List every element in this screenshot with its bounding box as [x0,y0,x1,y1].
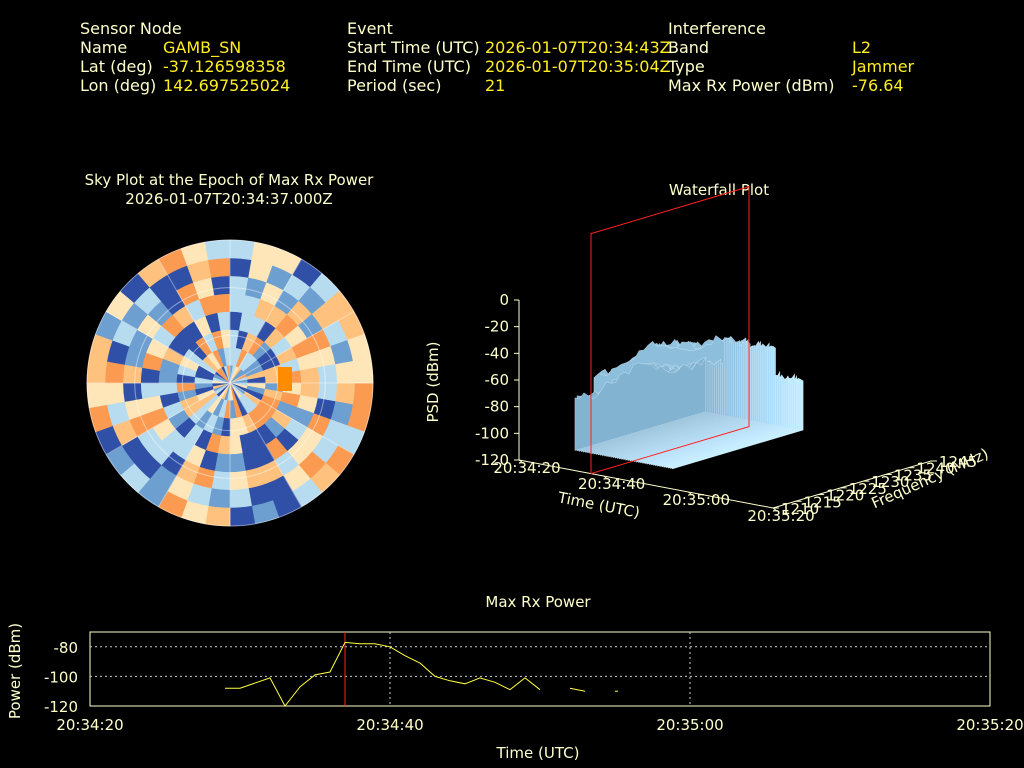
event-start-label: Start Time (UTC) [347,38,480,57]
sensor-node-heading: Sensor Node [80,19,182,38]
waterfall-z-tick-label: -40 [485,344,510,362]
waterfall-x-tick-label: 20:35:20 [747,507,814,525]
sensor-lat-label: Lat (deg) [80,57,153,76]
waterfall-z-tick-label: 0 [499,291,509,309]
event-end-value: 2026-01-07T20:35:04Z [485,57,671,76]
waterfall-z-label: PSD (dBm) [424,341,442,422]
skyplot-ring [86,239,374,527]
waterfall-marker-plane [590,185,750,475]
power-title: Max Rx Power [485,593,591,611]
power-y-label: Power (dBm) [6,623,24,719]
waterfall-y-tick-label: 1215 [804,493,842,511]
power-series-segment [569,687,586,692]
interference-type-label: Type [668,57,705,76]
power-x-tick-label: 20:34:40 [356,716,423,734]
waterfall-z-tick-label: -120 [475,451,509,469]
power-y-tick-label: -80 [54,639,79,657]
waterfall-z-tick-label: -80 [485,398,510,416]
skyplot-title: Sky Plot at the Epoch of Max Rx Power [84,171,374,189]
waterfall-z-tick-label: -60 [485,371,510,389]
power-y-tick-label: -120 [44,698,78,716]
skyplot-spoke [105,311,231,384]
waterfall-x-tick [603,475,608,480]
power-x-tick-label: 20:35:00 [656,716,723,734]
waterfall-z-tick-label: -20 [485,318,510,336]
skyplot-max-power-cell [278,367,292,391]
skyplot-spoke [229,258,302,384]
power-series-segment [225,641,541,707]
skyplot-spoke [229,382,355,455]
waterfall-x-tick-label: 20:34:20 [493,459,560,477]
waterfall-x-tick-label: 20:34:40 [578,475,645,493]
skyplot-cell [352,357,374,384]
sensor-lon-value: 142.697525024 [163,76,291,95]
skyplot-spoke [158,258,231,384]
skyplot-cells [86,239,374,527]
event-start-value: 2026-01-07T20:34:43Z [485,38,671,57]
power-frame [89,631,991,707]
skyplot-spoke [229,311,355,384]
event-heading: Event [347,19,393,38]
event-period-value: 21 [485,76,506,95]
event-end-label: End Time (UTC) [347,57,471,76]
waterfall-x-tick [518,459,524,464]
waterfall-z-tick-label: -100 [475,424,509,442]
waterfall-y-tick-label: 1220 [826,487,864,505]
sensor-name-value: GAMB_SN [163,38,242,57]
sensor-lon-label: Lon (deg) [80,76,157,95]
waterfall-x-tick-label: 20:35:00 [663,491,730,509]
power-x-tick-label: 20:34:20 [56,716,123,734]
skyplot-subtitle: 2026-01-07T20:34:37.000Z [125,190,333,208]
waterfall-title: Waterfall Plot [668,181,770,199]
interference-power-label: Max Rx Power (dBm) [668,76,835,95]
skyplot-ring [181,334,279,432]
waterfall-y-tick-label: 1210 [781,500,819,518]
event-period-label: Period (sec) [347,76,442,95]
interference-power-value: -76.64 [852,76,904,95]
power-y-tick-label: -100 [44,668,78,686]
power-x-tick-label: 20:35:20 [956,716,1023,734]
waterfall-slice [574,356,707,451]
skyplot-spoke [229,382,302,508]
waterfall-y-tick-label: 1230 [871,473,909,491]
skyplot-spoke [158,382,231,508]
interference-band-label: Band [668,38,710,57]
interference-type-value: Jammer [852,57,915,76]
power-x-label: Time (UTC) [496,744,580,762]
skyplot-spoke [105,382,231,455]
interference-band-value: L2 [852,38,872,57]
waterfall-y-tick-label: 1235 [894,466,932,484]
waterfall-x-tick [688,491,693,496]
waterfall-surface [574,335,804,470]
skyplot-ring [134,287,326,479]
waterfall-y-tick-label: 1245 [939,453,977,471]
waterfall-y-tick-label: 1240 [916,460,954,478]
sensor-lat-value: -37.126598358 [163,57,286,76]
sensor-name-label: Name [80,38,128,57]
waterfall-y-tick-label: 1225 [849,480,887,498]
interference-heading: Interference [668,19,766,38]
